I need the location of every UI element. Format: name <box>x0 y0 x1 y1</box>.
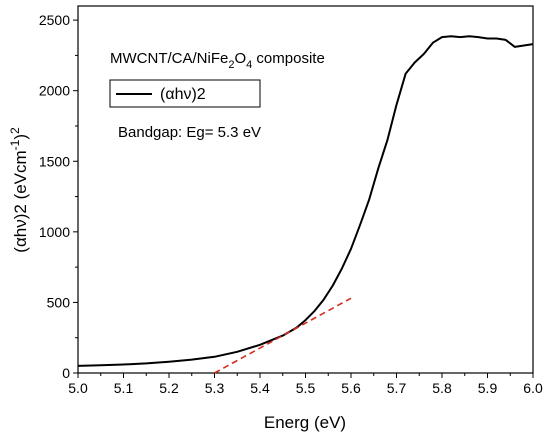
x-axis-title: Energ (eV) <box>264 413 346 432</box>
y-axis-ticks: 0 500 1000 1500 2000 2500 <box>39 12 78 381</box>
x-tick-label: 5.9 <box>478 380 498 396</box>
x-tick-label: 5.2 <box>159 380 179 396</box>
composite-suffix: composite <box>252 50 325 67</box>
tangent-fit-line <box>214 297 352 374</box>
x-tick-label: 5.5 <box>296 380 316 396</box>
x-tick-label: 5.8 <box>432 380 452 396</box>
composite-sub2: 4 <box>246 59 252 71</box>
composite-sub1: 2 <box>228 59 234 71</box>
series-line <box>77 35 534 367</box>
y-tick-label: 500 <box>47 294 71 310</box>
x-tick-label: 6.0 <box>523 380 543 396</box>
bandgap-label: Bandgap: Eg= 5.3 eV <box>118 124 261 141</box>
y-tick-label: 1500 <box>39 153 70 169</box>
composite-label: MWCNT/CA/NiFe2O4 composite <box>110 50 325 71</box>
y-axis-title-sup1: -1 <box>8 139 22 150</box>
composite-prefix: MWCNT/CA/NiFe <box>110 50 228 67</box>
y-axis-title-close: ) <box>11 134 30 140</box>
legend-label: (αhν)2 <box>160 86 206 103</box>
legend: (αhν)2 <box>109 79 261 108</box>
x-axis-ticks: 5.0 5.1 5.2 5.3 5.4 5.5 5.6 5.7 5.8 5.9 6.0 <box>68 373 543 396</box>
y-tick-label: 2500 <box>39 12 70 28</box>
y-axis-title-main: (αhν)2 (eVcm <box>11 150 30 252</box>
series-layer <box>77 35 534 374</box>
y-axis-title-sup2: 2 <box>8 127 22 134</box>
x-tick-label: 5.3 <box>205 380 225 396</box>
composite-mid: O <box>234 50 246 67</box>
y-tick-label: 2000 <box>39 83 70 99</box>
y-tick-label: 1000 <box>39 224 70 240</box>
y-axis-title: (αhν)2 (eVcm-1)2 <box>8 127 30 253</box>
x-tick-label: 5.6 <box>341 380 361 396</box>
x-tick-label: 5.1 <box>114 380 134 396</box>
x-tick-label: 5.4 <box>250 380 270 396</box>
y-tick-label: 0 <box>62 365 70 381</box>
x-tick-label: 5.0 <box>68 380 88 396</box>
x-tick-label: 5.7 <box>387 380 407 396</box>
